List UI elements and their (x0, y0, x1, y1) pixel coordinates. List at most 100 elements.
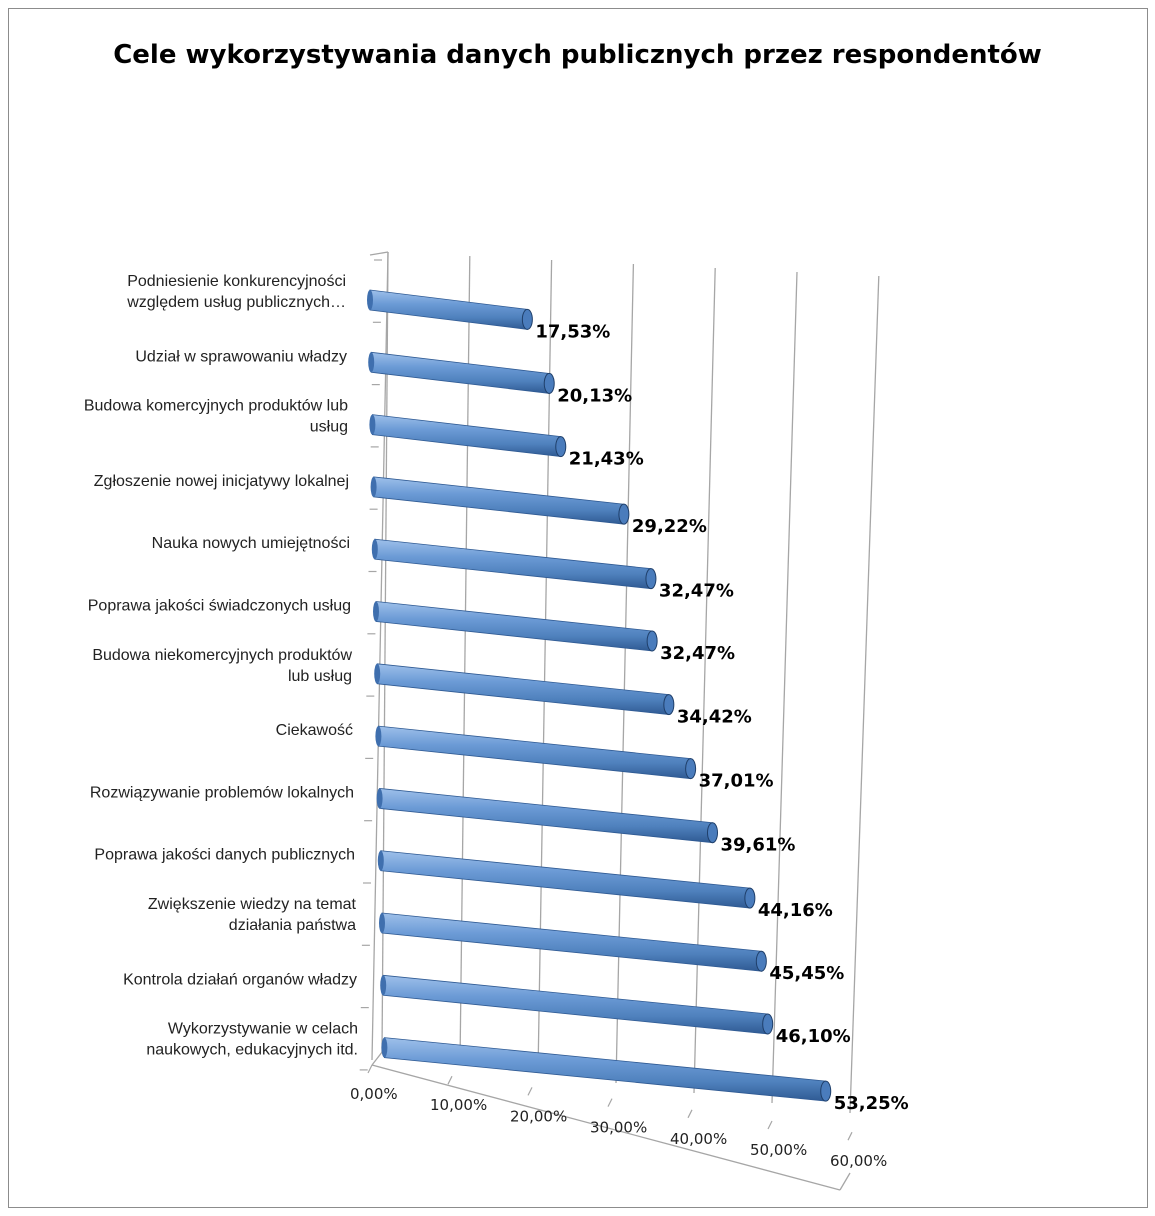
bar-cap-right (618, 503, 630, 525)
value-label: 17,53% (535, 321, 610, 342)
category-label: Poprawa jakości danych publicznych (94, 847, 355, 864)
category-label: Zwiększenie wiedzy na temat (148, 896, 357, 913)
x-axis-line (371, 1064, 841, 1191)
bar-cap-left (368, 352, 375, 373)
floor-edge (839, 1172, 851, 1191)
category-label: Kontrola działań organów władzy (123, 971, 357, 988)
bar-body (373, 476, 625, 525)
bar-cap-right (555, 436, 567, 458)
x-tick (847, 1131, 853, 1141)
x-tick-label: 10,00% (430, 1096, 487, 1114)
bar (370, 476, 630, 525)
bar-cap-right (706, 822, 718, 844)
bar-cap-right (543, 372, 555, 394)
gridline (693, 267, 716, 1094)
bar-body (384, 1037, 827, 1102)
value-label: 32,47% (659, 581, 734, 602)
category-label: Nauka nowych umiejętności (152, 535, 350, 552)
x-tick (687, 1109, 693, 1119)
bar (376, 787, 718, 844)
category-label: Zgłoszenie nowej inicjatywy lokalnej (94, 473, 349, 490)
category-label: usług (310, 419, 348, 436)
bar-body (370, 351, 550, 394)
bar-cap-left (379, 913, 385, 933)
bar-cap-left (381, 1037, 388, 1058)
category-label: Podniesienie konkurencyjności (127, 273, 346, 290)
x-tick-label: 50,00% (750, 1141, 807, 1159)
bar-body (374, 538, 652, 590)
category-label: Rozwiązywanie problemów lokalnych (90, 784, 354, 801)
value-label: 37,01% (699, 771, 774, 792)
bar (371, 538, 657, 590)
bar (367, 289, 533, 330)
value-label: 29,22% (632, 516, 707, 537)
x-tick (607, 1098, 613, 1107)
bar (375, 725, 697, 780)
value-label: 39,61% (720, 835, 795, 856)
x-tick-label: 40,00% (670, 1130, 727, 1148)
bar-cap-right (521, 308, 533, 330)
category-label: działania państwa (229, 917, 356, 934)
bar-cap-right (645, 568, 657, 590)
bar-cap-right (744, 887, 756, 909)
category-label: Udział w sprawowaniu władzy (135, 348, 347, 365)
category-label: Budowa komercyjnych produktów lub (84, 398, 348, 415)
category-label: Ciekawość (276, 722, 353, 739)
value-label: 53,25% (834, 1093, 909, 1114)
x-tick (447, 1075, 453, 1085)
value-label: 32,47% (660, 643, 735, 664)
x-tick (527, 1087, 533, 1096)
bar-body (378, 725, 692, 780)
bar-cap-left (376, 788, 383, 809)
bar-cap-right (685, 758, 697, 780)
value-label: 20,13% (557, 385, 632, 406)
value-label: 44,16% (758, 900, 833, 921)
bar-cap-left (380, 975, 387, 996)
gridline (771, 271, 798, 1104)
bar (373, 601, 658, 652)
category-label: Poprawa jakości świadczonych usług (88, 598, 351, 615)
x-tick-label: 20,00% (510, 1107, 567, 1125)
bar-body (375, 601, 653, 652)
value-label: 34,42% (677, 707, 752, 728)
category-label: Wykorzystywanie w celach (168, 1021, 358, 1038)
value-label: 21,43% (569, 449, 644, 470)
bar-cap-left (370, 476, 377, 497)
bar-cap-left (373, 601, 379, 622)
bar (377, 850, 756, 909)
bar-cap-right (755, 950, 767, 972)
x-tick (767, 1120, 773, 1130)
bar (369, 414, 567, 458)
bar-cap-left (377, 850, 384, 871)
bar (381, 1037, 832, 1102)
gridline (849, 275, 880, 1114)
bar-cap-right (663, 694, 675, 716)
bar-cap-left (375, 726, 382, 747)
bar-cap-right (646, 630, 658, 652)
chart-title: Cele wykorzystywania danych publicznych … (113, 40, 1042, 70)
x-tick-label: 0,00% (350, 1085, 398, 1103)
x-tick-label: 60,00% (830, 1152, 887, 1170)
bar-cap-right (820, 1080, 832, 1102)
category-label: naukowych, edukacyjnych itd. (146, 1042, 358, 1059)
bar-body (381, 912, 762, 972)
bar-cap-left (371, 539, 378, 560)
bar-body (369, 289, 528, 330)
bar (379, 912, 767, 972)
bar-cap-left (369, 414, 376, 435)
bar-cap-right (762, 1013, 774, 1035)
bar-cap-left (367, 290, 373, 310)
x-tick (367, 1064, 373, 1074)
bar (368, 351, 555, 394)
bar-body (379, 787, 713, 844)
bar-cap-left (374, 663, 381, 684)
category-label: Budowa niekomercyjnych produktów (92, 647, 352, 664)
x-tick-label: 30,00% (590, 1119, 647, 1137)
y-axis-top (369, 251, 389, 256)
y-axis-line (371, 251, 389, 1061)
value-label: 46,10% (776, 1026, 851, 1047)
category-label: lub usług (288, 668, 352, 685)
value-label: 45,45% (769, 963, 844, 984)
bar-body (380, 850, 751, 909)
